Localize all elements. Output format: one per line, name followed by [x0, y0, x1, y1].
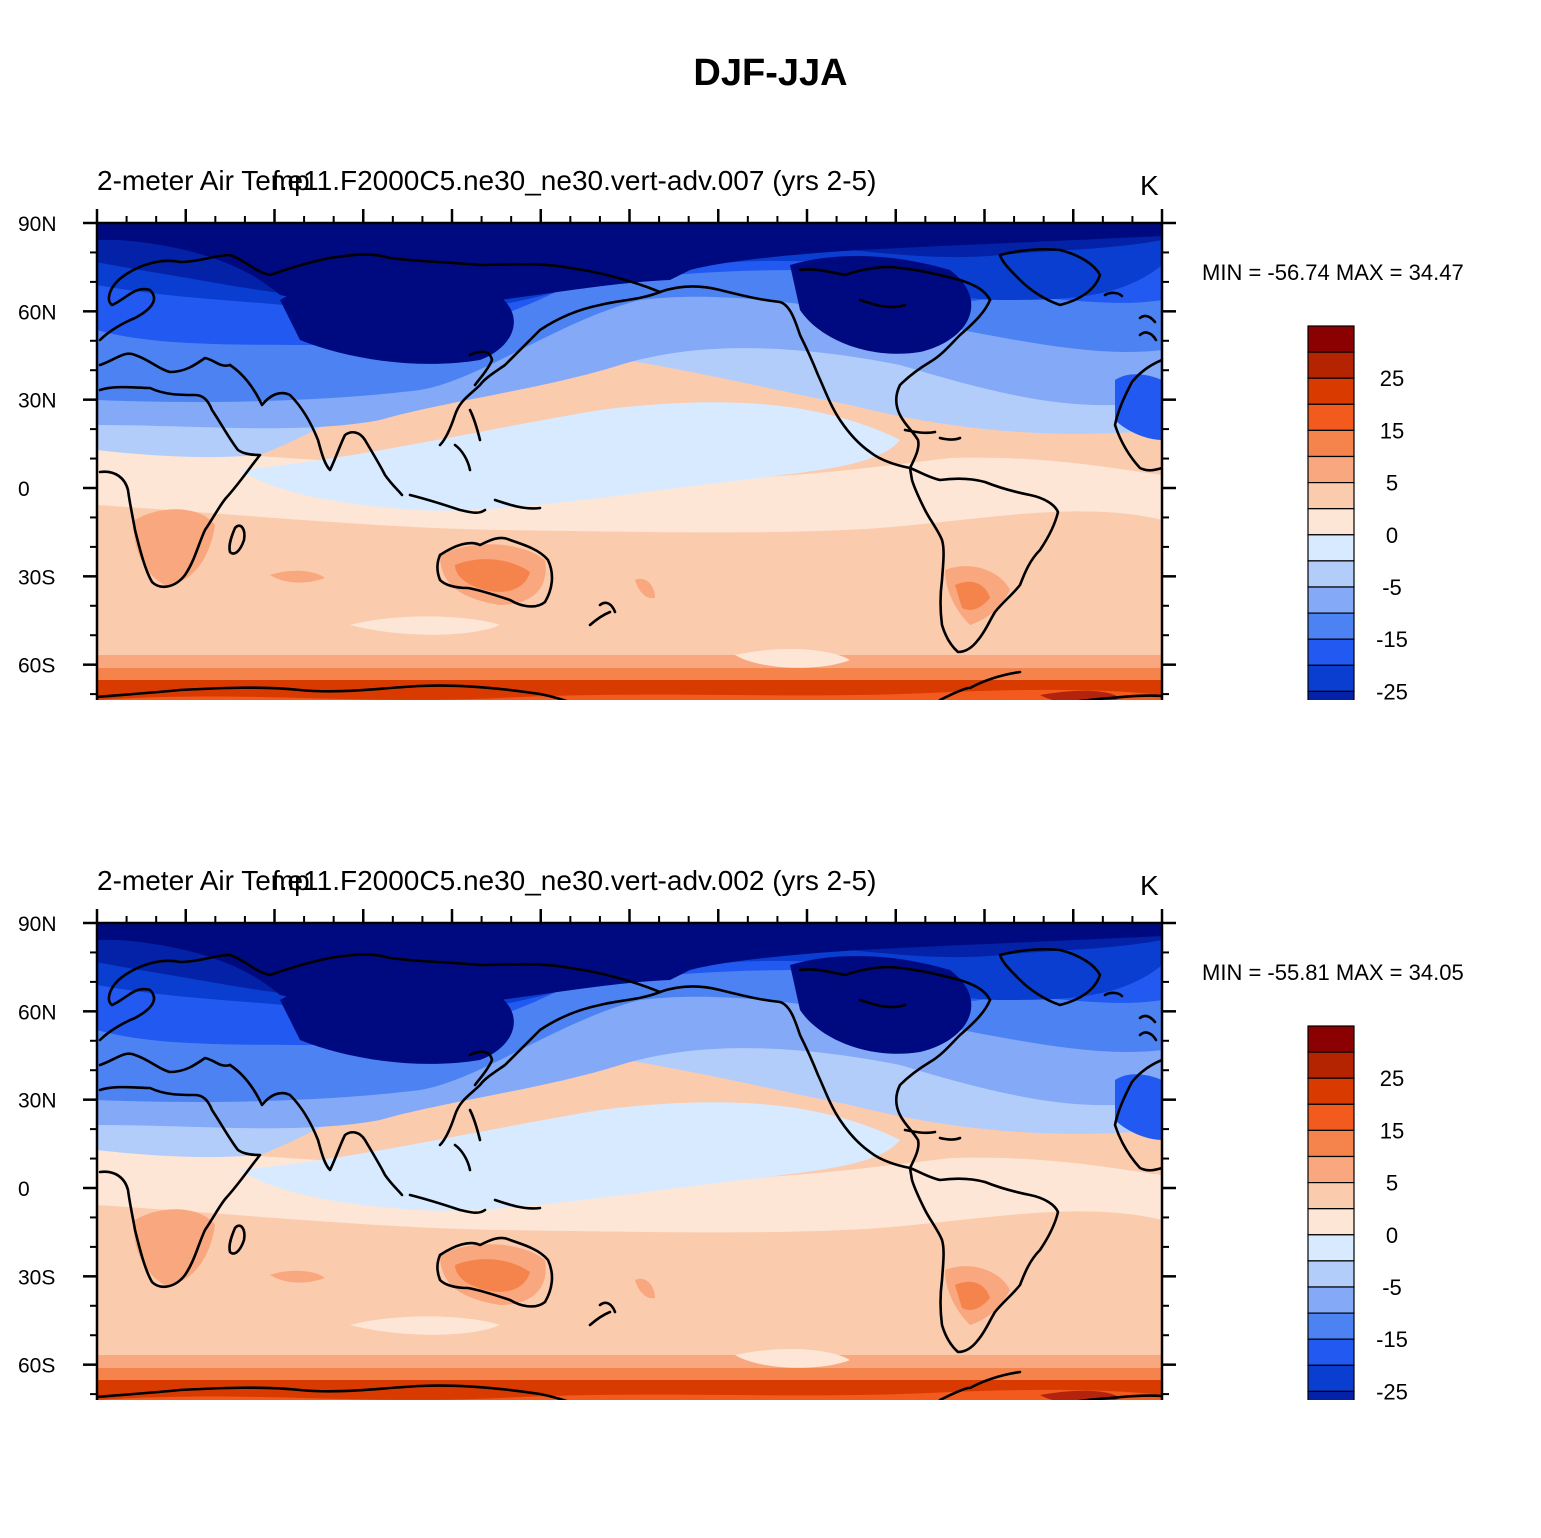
colorbar-swatch [1307, 1312, 1355, 1340]
colorbar-label: -5 [1382, 1275, 1402, 1300]
colorbar-label: 5 [1386, 471, 1398, 496]
colorbar-swatch [1307, 1077, 1355, 1105]
lat-tick-label: 60N [18, 1001, 57, 1024]
map-panel-bottom: 2-meter Air Temp f.e11.F2000C5.ne30_ne30… [0, 700, 1541, 1510]
case-label: f.e11.F2000C5.ne30_ne30.vert-adv.002 (yr… [272, 865, 876, 896]
colorbar-swatch [1307, 1208, 1355, 1236]
units-label: K [1140, 170, 1159, 201]
colorbar-swatch [1307, 1129, 1355, 1158]
lat-tick-label: 30N [18, 390, 57, 413]
colorbar-swatch [1307, 612, 1355, 640]
colorbar-swatch [1307, 351, 1355, 379]
lat-tick-label: 0 [18, 478, 30, 501]
lat-tick-label: 30N [18, 1090, 57, 1113]
colorbar-swatch [1307, 1025, 1355, 1053]
colorbar-label: 0 [1386, 1223, 1398, 1248]
colorbar-swatch [1307, 1260, 1355, 1288]
colorbar-swatch [1307, 1286, 1355, 1314]
colorbar-swatch [1307, 1182, 1355, 1210]
temperature-field [97, 923, 1162, 1453]
colorbar-label: -15 [1376, 1327, 1408, 1352]
colorbar-label: -25 [1376, 679, 1408, 700]
colorbar-label: -25 [1376, 1379, 1408, 1400]
min-max-label: MIN = -56.74 MAX = 34.47 [1202, 260, 1464, 285]
lat-tick-label: 30S [18, 566, 55, 589]
colorbar-label: -15 [1376, 627, 1408, 652]
temperature-field [97, 223, 1162, 753]
colorbar-swatch [1307, 377, 1355, 405]
colorbar-swatch [1307, 560, 1355, 588]
colorbar-swatch [1307, 1364, 1355, 1392]
colorbar-label: 0 [1386, 523, 1398, 548]
variable-label: 2-meter Air Temp [97, 165, 310, 196]
colorbar-swatch [1307, 586, 1355, 614]
colorbar-swatch [1307, 455, 1355, 484]
colorbar-swatch [1307, 638, 1355, 666]
colorbar-swatch [1307, 325, 1355, 353]
colorbar-swatch [1307, 1234, 1355, 1262]
colorbar-swatch [1307, 664, 1355, 692]
case-label: f.e11.F2000C5.ne30_ne30.vert-adv.007 (yr… [272, 165, 876, 196]
colorbar-label: -5 [1382, 575, 1402, 600]
lat-tick-label: 90N [18, 213, 57, 236]
map-svg-bottom: 2-meter Air Temp f.e11.F2000C5.ne30_ne30… [18, 865, 1464, 1510]
lat-tick-label: 30S [18, 1266, 55, 1289]
colorbar-swatch [1307, 482, 1355, 510]
colorbar-label: 25 [1380, 366, 1404, 391]
lat-tick-label: 60S [18, 655, 55, 678]
map-svg-top: 2-meter Air Temp f.e11.F2000C5.ne30_ne30… [18, 165, 1464, 810]
colorbar-swatch [1307, 1051, 1355, 1079]
variable-label: 2-meter Air Temp [97, 865, 310, 896]
figure-title: DJF-JJA [693, 52, 848, 94]
lat-tick-label: 60N [18, 301, 57, 324]
min-max-label: MIN = -55.81 MAX = 34.05 [1202, 960, 1464, 985]
colorbar-swatch [1307, 1103, 1355, 1131]
colorbar-swatch [1307, 1390, 1355, 1419]
colorbar-swatch [1307, 534, 1355, 562]
lat-tick-label: 0 [18, 1178, 30, 1201]
colorbar-swatch [1307, 1338, 1355, 1366]
colorbar-label: 5 [1386, 1171, 1398, 1196]
lat-tick-label: 90N [18, 913, 57, 936]
colorbar: 25 15 5 0 -5 -15 -25 [1307, 325, 1408, 745]
colorbar-swatch [1307, 403, 1355, 431]
colorbar-swatch [1307, 508, 1355, 536]
colorbar-label: 15 [1380, 418, 1404, 443]
map-panel-top: 2-meter Air Temp f.e11.F2000C5.ne30_ne30… [0, 0, 1541, 810]
units-label: K [1140, 870, 1159, 901]
colorbar-label: 25 [1380, 1066, 1404, 1091]
colorbar-swatch [1307, 429, 1355, 458]
colorbar-swatch [1307, 690, 1355, 719]
colorbar-label: 15 [1380, 1118, 1404, 1143]
colorbar: 25 15 5 0 -5 -15 -25 [1307, 1025, 1408, 1445]
colorbar-swatch [1307, 1155, 1355, 1184]
lat-tick-label: 60S [18, 1355, 55, 1378]
